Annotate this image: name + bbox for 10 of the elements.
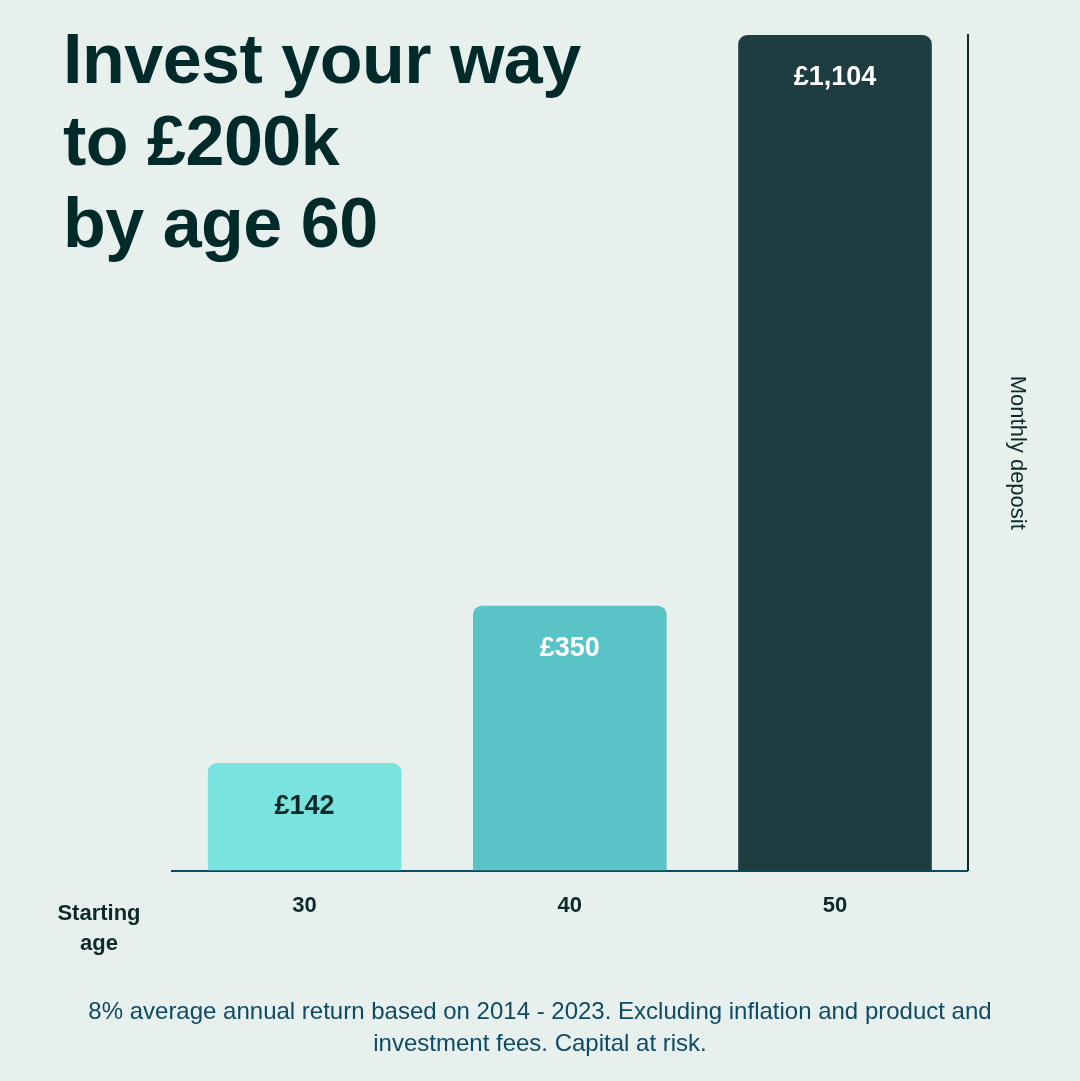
text: 8% average annual return based on 2014 - 2023. Excluding inflation and product and investment fees. Capital at risk. (87, 996, 993, 1058)
data-label: £350 (539, 632, 600, 663)
x-tick-label: 40 (557, 891, 583, 917)
x-tick-label: 50 (822, 891, 848, 917)
x-tick-label: 30 (292, 891, 317, 917)
x-axis-title: Starting age (56, 899, 142, 957)
data-label: £142 (274, 789, 335, 820)
y-axis-title: Monthly deposit (1005, 375, 1031, 530)
text: Invest your way to £200k by age 60 (63, 19, 581, 264)
data-label: £1,104 (793, 61, 877, 92)
